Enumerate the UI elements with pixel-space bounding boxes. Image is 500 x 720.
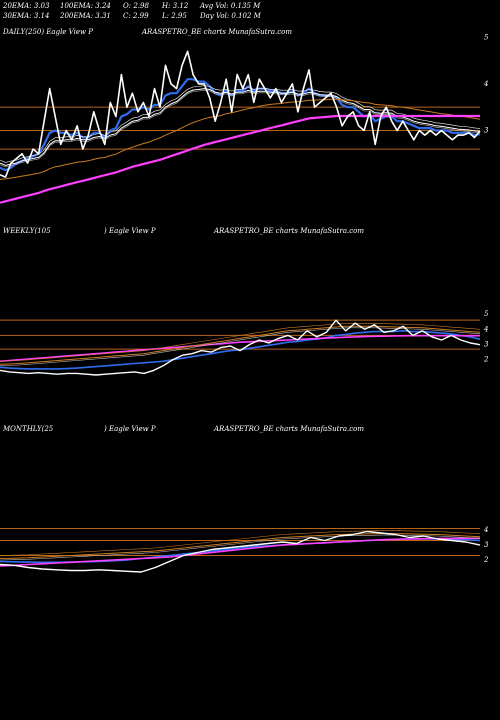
daily-panel-source: ARASPETRO_BE charts MunafaSutra.com — [142, 28, 292, 36]
monthly-panel-mid: ) Eagle View P — [104, 425, 156, 433]
monthly-price-line — [0, 530, 481, 573]
avg-volume-stat: Avg Vol: 0.135 M — [200, 2, 261, 10]
weekly-panel-mid: ) Eagle View P — [104, 227, 156, 235]
daily-y-tick-label: 4 — [483, 80, 488, 88]
monthly-panel-label: MONTHLY(25 — [3, 425, 54, 433]
low-stat: L: 2.95 — [162, 12, 187, 20]
weekly-y-tick-label: 5 — [484, 310, 489, 318]
monthly-y-tick-label: 4 — [483, 526, 488, 534]
daily-panel-label: DAILY(250) Eagle View P — [3, 28, 93, 36]
open-stat: O: 2.98 — [123, 2, 149, 10]
daily-ema-30-line — [0, 88, 481, 166]
monthly-ema-200-line — [0, 537, 480, 567]
daily-panel: 5 4 3 — [0, 33, 489, 204]
day-volume-stat: Day Vol: 0.102 M — [200, 12, 261, 20]
weekly-ema-200-line — [0, 334, 480, 363]
weekly-y-tick-label: 2 — [483, 356, 489, 364]
close-stat: C: 2.99 — [123, 12, 149, 20]
monthly-y-tick-label: 3 — [484, 541, 489, 549]
ema20-stat: 20EMA: 3.03 — [3, 2, 50, 10]
weekly-panel-label: WEEKLY(105 — [3, 227, 51, 235]
weekly-ema-slow-band-line — [0, 327, 481, 367]
daily-ema-200-line — [0, 114, 480, 204]
weekly-ema-slow-band-line — [0, 322, 481, 362]
monthly-panel-source: ARASPETRO_BE charts MunafaSutra.com — [214, 425, 364, 433]
daily-y-tick-label: 3 — [484, 126, 489, 134]
weekly-y-tick-label: 4 — [483, 325, 488, 333]
weekly-panel: 5 4 3 2 — [0, 310, 489, 376]
daily-ema-100-line — [0, 98, 481, 180]
ema100-stat: 100EMA: 3.24 — [60, 2, 111, 10]
high-stat: H: 3.12 — [162, 2, 189, 10]
weekly-price-line — [0, 319, 481, 376]
monthly-ema-slow-line — [0, 533, 481, 559]
daily-price-line — [0, 50, 481, 178]
ema30-stat: 30EMA: 3.14 — [3, 12, 50, 20]
monthly-y-tick-label: 2 — [483, 556, 489, 564]
daily-y-tick-label: 5 — [484, 33, 489, 41]
weekly-panel-source: ARASPETRO_BE charts MunafaSutra.com — [214, 227, 364, 235]
weekly-y-tick-label: 3 — [484, 341, 489, 349]
monthly-ema-slow-band-line — [0, 530, 481, 556]
daily-ema-fast-line — [0, 78, 481, 172]
ema200-stat: 200EMA: 3.31 — [60, 12, 111, 20]
monthly-panel: 4 3 2 — [0, 526, 489, 573]
